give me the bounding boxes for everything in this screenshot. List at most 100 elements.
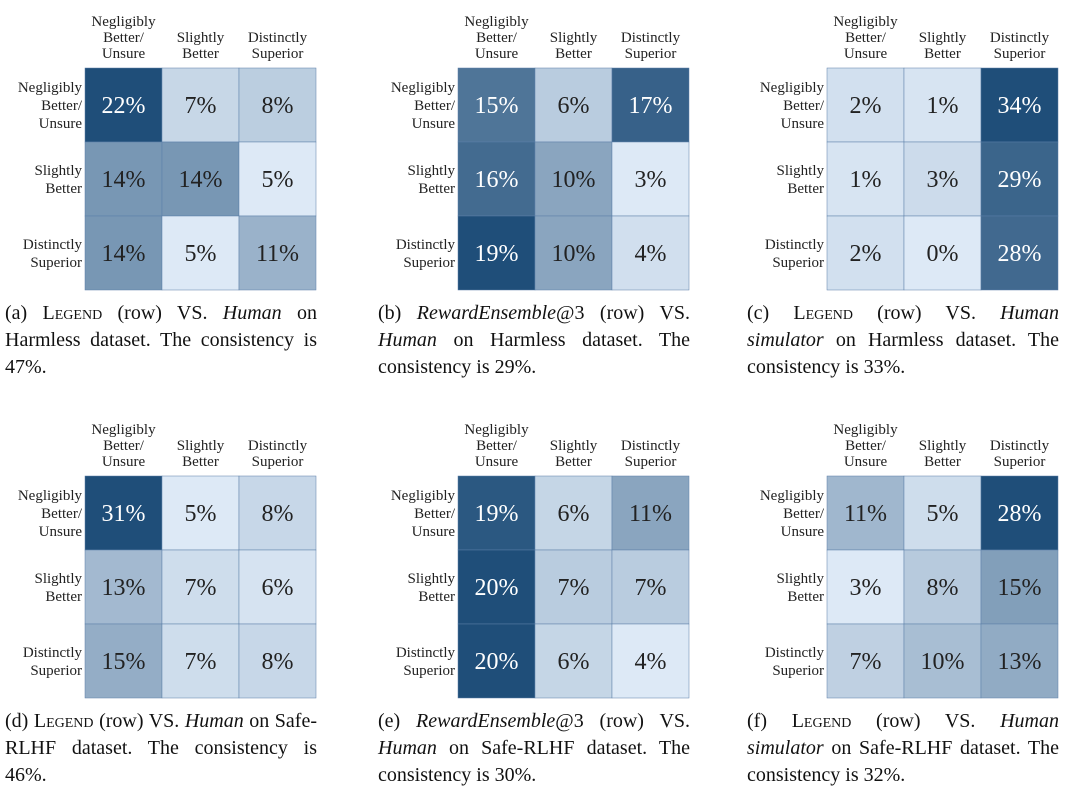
cell-label: 2% [850, 93, 882, 119]
cell-label: 16% [475, 167, 519, 193]
column-label: Slightly Better [550, 438, 598, 470]
cell-label: 7% [850, 649, 882, 675]
row-label: Negligibly Better/Unsure [18, 80, 83, 132]
row-label: Distinctly Superior [23, 237, 83, 271]
heatmap-cell [84, 475, 163, 551]
cell-label: 14% [102, 167, 146, 193]
column-label: Slightly Better [177, 438, 225, 470]
cell-label: 8% [262, 93, 294, 119]
caption-part: on Safe-RLHF dataset. The consistency is… [378, 737, 690, 786]
cell-label: 28% [998, 241, 1042, 267]
heatmap-cell [84, 215, 163, 291]
heatmap-cell [457, 623, 536, 699]
row-label: Slightly Better [776, 163, 824, 197]
heatmap-cell [534, 623, 613, 699]
cell-label: 13% [998, 649, 1042, 675]
heatmap-cell [161, 67, 240, 143]
caption-part: Human [378, 329, 437, 351]
cell-label: 8% [262, 501, 294, 527]
heatmap-cell [238, 67, 317, 143]
heatmap-cell [980, 215, 1059, 291]
heatmap-cell [238, 475, 317, 551]
heatmap-cell [903, 475, 982, 551]
heatmap-cell [903, 623, 982, 699]
heatmap-cell [534, 215, 613, 291]
heatmap-cell [826, 549, 905, 625]
caption: (d) Legend (row) VS. Human on Safe-RLHF … [5, 708, 317, 787]
cell-label: 1% [927, 93, 959, 119]
cell-label: 6% [262, 575, 294, 601]
row-label: Negligibly Better/Unsure [760, 488, 825, 540]
caption-part: on Safe-RLHF dataset. The consistency is… [5, 710, 317, 786]
row-label: Negligibly Better/Unsure [391, 80, 456, 132]
cell-label: 10% [552, 167, 596, 193]
cell-label: 22% [102, 93, 146, 119]
heatmap-cell [980, 475, 1059, 551]
cell-label: 3% [927, 167, 959, 193]
cell-label: 34% [998, 93, 1042, 119]
caption-part: (c) [747, 302, 794, 324]
heatmap-cell [84, 67, 163, 143]
heatmap-cell [611, 141, 690, 217]
cell-label: 3% [635, 167, 667, 193]
column-label: Distinctly Superior [990, 438, 1050, 470]
cell-label: 5% [185, 241, 217, 267]
column-label: Negligibly Better/Unsure [91, 422, 156, 470]
cell-label: 2% [850, 241, 882, 267]
cell-label: 6% [558, 93, 590, 119]
row-label: Negligibly Better/Unsure [391, 488, 456, 540]
heatmap-cell [826, 475, 905, 551]
cell-label: 14% [179, 167, 223, 193]
cell-label: 11% [256, 241, 299, 267]
cell-label: 7% [185, 649, 217, 675]
cell-label: 15% [475, 93, 519, 119]
caption-part: Legend [791, 710, 852, 732]
heatmap-cell [84, 549, 163, 625]
row-label: Distinctly Superior [396, 645, 456, 679]
heatmap-cell [457, 215, 536, 291]
cell-label: 10% [921, 649, 965, 675]
caption: (e) RewardEnsemble@3 (row) VS. Human on … [378, 708, 690, 787]
heatmap-cell [161, 215, 240, 291]
heatmap-cell [980, 623, 1059, 699]
caption-part: @3 (row) VS. [555, 710, 691, 732]
row-label: Slightly Better [34, 163, 82, 197]
caption-part: Human [378, 737, 437, 759]
heatmap-cell [457, 475, 536, 551]
column-label: Slightly Better [550, 30, 598, 62]
heatmap-cell [238, 623, 317, 699]
cell-label: 7% [635, 575, 667, 601]
caption-part: RewardEnsemble [416, 302, 557, 324]
cell-label: 4% [635, 241, 667, 267]
caption: (b) RewardEnsemble@3 (row) VS. Human on … [378, 300, 690, 381]
caption-part: Legend [42, 302, 103, 324]
cell-label: 8% [262, 649, 294, 675]
heatmap-cell [903, 141, 982, 217]
heatmap-cell [611, 67, 690, 143]
caption-part: (e) [378, 710, 417, 732]
cell-label: 20% [475, 649, 519, 675]
caption-part: on Harmless dataset. The consistency is … [5, 302, 318, 378]
column-label: Distinctly Superior [990, 30, 1050, 62]
caption-part: Legend [33, 710, 94, 732]
column-label: Slightly Better [919, 30, 967, 62]
heatmap-cell [611, 549, 690, 625]
cell-label: 5% [927, 501, 959, 527]
cell-label: 29% [998, 167, 1042, 193]
cell-label: 7% [185, 575, 217, 601]
row-label: Slightly Better [407, 163, 455, 197]
cell-label: 1% [850, 167, 882, 193]
row-label: Slightly Better [34, 571, 82, 605]
column-label: Negligibly Better/Unsure [833, 422, 898, 470]
row-label: Distinctly Superior [765, 645, 825, 679]
cell-label: 6% [558, 649, 590, 675]
heatmap-cell [903, 67, 982, 143]
cell-label: 31% [102, 501, 146, 527]
caption-part: RewardEnsemble [416, 710, 556, 732]
heatmap-cell [534, 141, 613, 217]
heatmap-cell [84, 141, 163, 217]
caption-part: Human simulator [747, 302, 1059, 351]
caption-part: (a) [5, 302, 43, 324]
heatmap-cell [980, 141, 1059, 217]
